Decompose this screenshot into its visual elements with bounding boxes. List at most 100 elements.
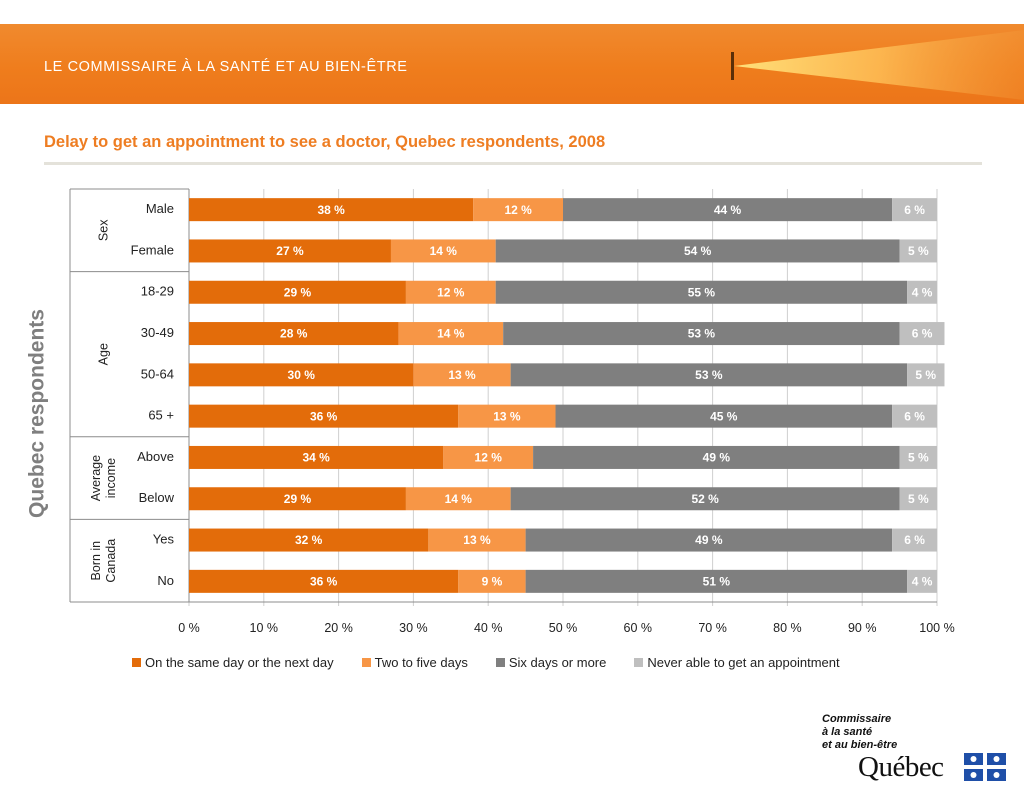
bar-segment [405,280,496,304]
bar-segment [413,363,511,387]
data-label: 51 % [703,575,731,589]
bar-segment [189,528,429,552]
data-label: 12 % [437,285,465,299]
bar-segment [533,445,900,469]
data-label: 38 % [317,203,345,217]
chart-legend: On the same day or the next day Two to fi… [132,655,868,670]
bar-segment [189,404,459,428]
banner-title: LE COMMISSAIRE À LA SANTÉ ET AU BIEN-ÊTR… [44,59,408,75]
data-label: 6 % [904,409,925,423]
data-label: 14 % [445,492,473,506]
x-tick-label: 40 % [474,621,503,635]
group-label: Average [89,455,103,501]
bar-segment [510,363,908,387]
bar-segment [390,239,496,263]
data-label: 36 % [310,409,338,423]
logo-text-line-3: et au bien-être [822,739,898,751]
data-label: 27 % [276,244,304,258]
bar-segment [907,280,937,304]
data-label: 28 % [280,327,308,341]
group-label: Canada [104,539,118,583]
x-tick-label: 0 % [178,621,200,635]
legend-item: Never able to get an appointment [634,655,840,670]
header-banner: LE COMMISSAIRE À LA SANTÉ ET AU BIEN-ÊTR… [0,24,1024,104]
logo-text-line-2: à la santé [822,726,873,738]
bar-segment [899,487,937,511]
light-beam-graphic [731,30,1024,100]
bar-segment [892,198,937,222]
x-tick-label: 30 % [399,621,428,635]
data-label: 9 % [482,575,503,589]
category-label: No [157,573,174,588]
bar-segment [525,569,908,593]
legend-item: Six days or more [495,655,607,670]
data-label: 54 % [684,244,712,258]
data-label: 5 % [915,368,936,382]
legend-swatch [132,658,141,667]
data-label: 49 % [703,451,731,465]
bar-segment [189,322,399,346]
stacked-bar-chart: 0 % 10 % 20 % 30 % 40 % 50 % 60 % 70 % 80 % 90 % 1… [26,188,955,635]
data-label: 32 % [295,533,323,547]
data-label: 52 % [691,492,719,506]
x-tick-label: 70 % [698,621,727,635]
bar-segment [189,487,406,511]
data-label: 45 % [710,409,738,423]
data-label: 5 % [908,451,929,465]
category-label: Female [131,242,174,257]
data-label: 34 % [302,451,330,465]
group-label: Born in [89,541,103,581]
bar-segment [563,198,893,222]
data-label: 6 % [912,327,933,341]
x-tick-label: 100 % [919,621,954,635]
bar-segment [510,487,900,511]
x-tick-label: 90 % [848,621,877,635]
data-label: 4 % [912,285,933,299]
legend-item: Two to five days [361,655,468,670]
legend-item: On the same day or the next day [132,655,334,670]
bar-segment [495,239,900,263]
bar-segment [899,239,937,263]
category-label: Above [137,449,174,464]
quebec-flag-icon [964,753,1006,781]
bar-segment [503,322,900,346]
bar-segment [189,198,474,222]
group-label: Age [96,343,110,365]
bar-segment [398,322,504,346]
bar-segment [907,363,945,387]
group-label: Sex [96,219,110,241]
bar-segment [892,404,937,428]
data-label: 5 % [908,244,929,258]
data-label: 14 % [437,327,465,341]
bar-segment [458,569,526,593]
category-label: Male [146,201,174,216]
bar-segment [405,487,511,511]
category-label: Below [139,490,175,505]
legend-label: Six days or more [508,655,607,670]
x-tick-label: 50 % [549,621,578,635]
category-label: 65 + [148,408,174,423]
legend-label: Never able to get an appointment [647,655,840,670]
y-axis-title: Quebec respondents [26,309,49,518]
bar-segment [189,569,459,593]
data-label: 13 % [448,368,476,382]
data-label: 6 % [904,533,925,547]
x-tick-label: 20 % [324,621,353,635]
x-tick-label: 80 % [773,621,802,635]
bar-segment [899,445,937,469]
legend-label: On the same day or the next day [145,655,334,670]
logo-text-line-1: Commissaire [822,713,892,725]
data-label: 13 % [463,533,491,547]
data-label: 5 % [908,492,929,506]
category-label: 50-64 [141,366,174,381]
legend-swatch [495,658,505,667]
logo-wordmark: Québec [858,751,944,783]
bar-segment [458,404,556,428]
bar-segment [495,280,908,304]
quebec-logo: Commissaire à la santé et au bien-être Q… [822,713,1022,793]
data-label: 12 % [475,451,503,465]
data-label: 12 % [504,203,532,217]
bar-segment [189,445,444,469]
bar-segment [189,239,391,263]
bar-segment [473,198,563,222]
